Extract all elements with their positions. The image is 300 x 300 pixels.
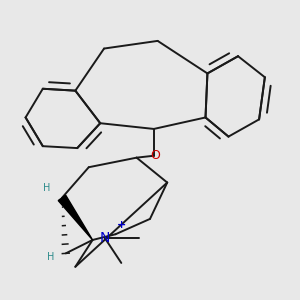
Polygon shape [58, 195, 93, 240]
Text: H: H [43, 183, 50, 193]
Text: N: N [100, 231, 110, 245]
Text: H: H [47, 252, 54, 262]
Text: +: + [117, 220, 126, 230]
Text: O: O [150, 149, 160, 162]
